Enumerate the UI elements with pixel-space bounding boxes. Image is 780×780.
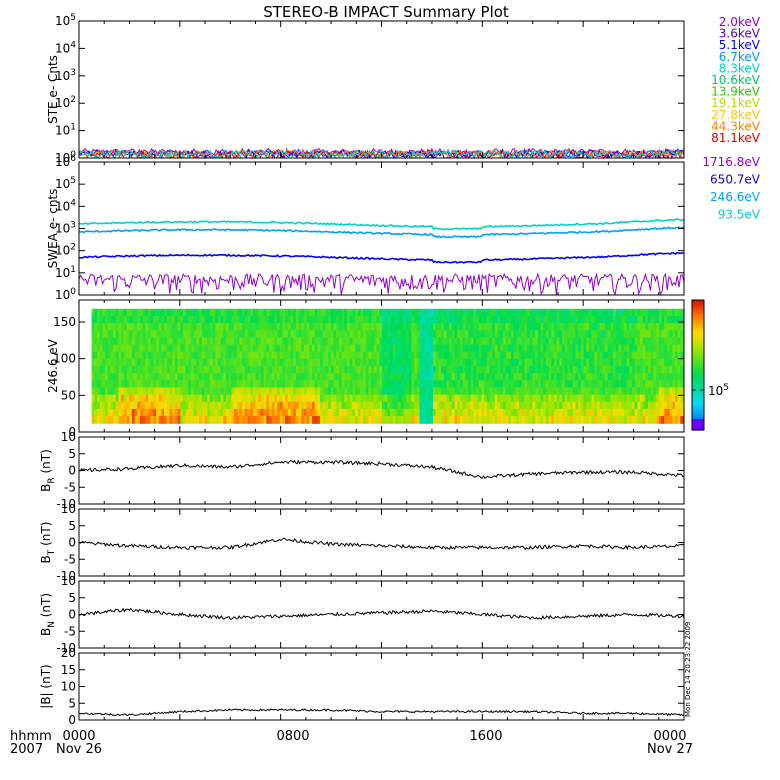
footer-tick-1: 0800 <box>276 729 309 744</box>
swea-legend-246.6eV: 246.6eV <box>710 190 761 204</box>
swea-legend-93.5eV: 93.5eV <box>718 208 761 222</box>
ste-legend-44.3keV: 44.3keV <box>711 119 761 133</box>
swea-panel-frame <box>78 161 685 296</box>
swea-line-650.7eV <box>78 251 685 264</box>
ste-ytick-3: 103 <box>55 68 76 83</box>
pad-ytick-0: 0 <box>68 425 76 439</box>
bt-ytick-2: 0 <box>68 536 76 550</box>
bmag-ytick-1: 5 <box>68 696 76 710</box>
ste-ylabel: STE e- Cnts <box>46 55 60 124</box>
bmag-ylabel: |B| (nT) <box>39 664 53 708</box>
ste-legend-2.0keV: 2.0keV <box>719 15 761 29</box>
swea-line-246.6eV <box>78 226 685 239</box>
ste-ytick-5: 105 <box>55 13 76 28</box>
bmag-ytick-2: 10 <box>61 680 76 694</box>
ste-legend-3.6keV: 3.6keV <box>719 27 761 41</box>
ste-legend-13.9keV: 13.9keV <box>711 85 761 99</box>
bn-ytick-2: 0 <box>68 608 76 622</box>
bn-panel-frame <box>78 580 685 649</box>
swea-ylabel: SWEA e- cnts <box>46 189 60 269</box>
swea-ytick-5: 105 <box>55 176 76 191</box>
footer-year-label: 2007 <box>10 742 43 757</box>
footer-hhmm-label: hhmm <box>10 729 52 744</box>
footer-tick-2: 1600 <box>469 729 502 744</box>
footer-start-date: Nov 26 <box>56 742 102 757</box>
ste-ytick-1: 101 <box>55 123 76 138</box>
br-ytick-0: -10 <box>56 497 76 511</box>
bt-ytick-1: -5 <box>64 552 76 566</box>
bt-line <box>78 537 685 551</box>
bmag-ytick-3: 15 <box>61 663 76 677</box>
bn-ytick-4: 10 <box>61 574 76 588</box>
ste-legend-5.1keV: 5.1keV <box>719 38 761 52</box>
br-ytick-1: -5 <box>64 480 76 494</box>
creation-timestamp: Mon Dec 14 20:23:22 2009 <box>684 622 692 717</box>
bt-ytick-0: -10 <box>56 569 76 583</box>
swea-ytick-2: 102 <box>55 243 76 258</box>
bn-ytick-1: -5 <box>64 624 76 638</box>
plot-title: STEREO-B IMPACT Summary Plot <box>263 3 509 21</box>
swea-ytick-3: 103 <box>55 221 76 236</box>
bn-ylabel: BN (nT) <box>39 593 57 636</box>
bt-ylabel: BT (nT) <box>39 522 57 564</box>
bmag-panel-frame <box>78 652 685 721</box>
bn-ytick-3: 5 <box>68 591 76 605</box>
br-line <box>78 459 685 479</box>
bt-ytick-3: 5 <box>68 519 76 533</box>
time-axis-footer: hhmm 2007 0000 0800 1600 0000 Nov 26 Nov… <box>10 729 693 757</box>
pad-ytick-2: 100 <box>53 352 76 366</box>
br-panel-frame <box>78 436 685 505</box>
br-ytick-4: 10 <box>61 430 76 444</box>
pad-ytick-1: 50 <box>61 388 76 402</box>
swea-legend-650.7eV: 650.7eV <box>710 173 761 187</box>
bmag-ytick-0: 0 <box>68 713 76 727</box>
ste-legend-27.8keV: 27.8keV <box>711 108 761 122</box>
bt-panel-frame <box>78 508 685 577</box>
br-ytick-2: 0 <box>68 464 76 478</box>
swea-ytick-6: 106 <box>55 154 76 169</box>
bmag-line <box>78 708 685 717</box>
footer-tick-3: 0000 <box>653 729 686 744</box>
ste-ytick-0: 100 <box>55 150 76 165</box>
br-ylabel: BR (nT) <box>39 449 57 492</box>
legend-layer: 105 2.0keV3.6keV5.1keV6.7keV8.3keV10.6keV… <box>691 15 761 431</box>
bn-ytick-0: -10 <box>56 641 76 655</box>
ste-ytick-4: 104 <box>55 40 76 55</box>
pad-ylabel: 246.6 eV <box>46 338 60 393</box>
ste-ytick-2: 102 <box>55 95 76 110</box>
footer-tick-0: 0000 <box>62 729 95 744</box>
swea-ytick-1: 101 <box>55 265 76 280</box>
br-ytick-3: 5 <box>68 447 76 461</box>
bt-ytick-4: 10 <box>61 502 76 516</box>
ste-legend-19.1keV: 19.1keV <box>711 96 761 110</box>
heatmap-layer <box>91 308 684 424</box>
ste-legend-8.3keV: 8.3keV <box>719 61 761 75</box>
footer-end-date: Nov 27 <box>647 742 693 757</box>
ste-legend-81.1keV: 81.1keV <box>711 131 761 145</box>
bn-line <box>78 607 685 621</box>
swea-legend-1716.8eV: 1716.8eV <box>702 155 760 169</box>
colorbar-tick-label: 105 <box>708 383 729 398</box>
swea-line-1716.8eV <box>78 272 685 296</box>
bmag-ytick-4: 20 <box>61 646 76 660</box>
swea-line-93.5eV <box>78 218 685 231</box>
swea-ytick-0: 100 <box>55 287 76 302</box>
ste-legend-10.6keV: 10.6keV <box>711 73 761 87</box>
pad-ytick-3: 150 <box>53 315 76 329</box>
ste-legend-6.7keV: 6.7keV <box>719 50 761 64</box>
ste-panel-frame <box>78 20 685 159</box>
swea-ytick-4: 104 <box>55 198 76 213</box>
colorbar: 105 <box>691 299 729 431</box>
